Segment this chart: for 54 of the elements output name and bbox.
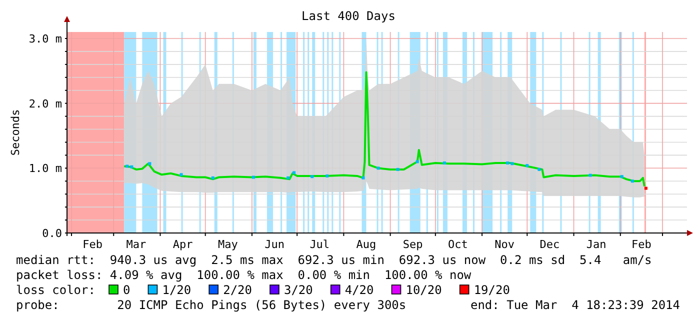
point bbox=[252, 176, 255, 179]
text: probe: 20 ICMP Echo Pings (56 Bytes) every 300s bbox=[16, 298, 406, 312]
text: packet loss: 4.09 % avg 100.00 % max 0.00 % min 100.00 % now bbox=[16, 268, 472, 282]
legend-label: 1/20 bbox=[162, 283, 192, 297]
point bbox=[644, 186, 648, 190]
point bbox=[588, 174, 592, 177]
x-tick-label: Feb bbox=[632, 238, 652, 251]
point bbox=[310, 175, 314, 178]
point bbox=[326, 174, 329, 178]
x-tick-label: Feb bbox=[82, 238, 102, 251]
x-tick-label: Jan bbox=[586, 238, 606, 251]
point bbox=[126, 164, 129, 168]
text: end: Tue Mar 4 18:23:39 2014 bbox=[470, 298, 680, 312]
x-tick-label: Dec bbox=[540, 238, 560, 251]
point bbox=[396, 168, 400, 171]
legend-label: 10/20 bbox=[406, 283, 442, 297]
legend-title: loss color: bbox=[16, 283, 96, 297]
point bbox=[620, 175, 624, 178]
x-tick-label: Jul bbox=[310, 238, 330, 251]
point bbox=[130, 165, 134, 168]
legend-label: 3/20 bbox=[284, 283, 313, 297]
x-tick-label: Apr bbox=[172, 238, 194, 251]
y-tick-label: 1.0 m bbox=[28, 162, 62, 176]
point bbox=[292, 171, 296, 174]
point bbox=[362, 176, 365, 180]
point bbox=[538, 168, 541, 171]
x-tick-label: May bbox=[218, 238, 238, 251]
point bbox=[376, 166, 380, 170]
x-tick-label: Nov bbox=[494, 238, 515, 251]
point bbox=[180, 173, 183, 176]
text: median rtt: 940.3 us avg 2.5 ms max 692.3 us min 692.3 us now 0.2 ms sd 5.4 am/s bbox=[16, 253, 652, 267]
y-tick-label: 2.0 m bbox=[28, 97, 62, 110]
chart-title: Last 400 Days bbox=[302, 9, 396, 23]
y-tick-label: 3.0 m bbox=[28, 32, 62, 46]
legend-label: 19/20 bbox=[474, 283, 510, 297]
point bbox=[442, 161, 446, 164]
y-axis-title: Seconds bbox=[9, 109, 22, 156]
point bbox=[286, 176, 290, 180]
point bbox=[630, 180, 634, 183]
x-tick-label: Aug bbox=[356, 238, 376, 251]
y-tick-label: 0.0 bbox=[42, 227, 62, 240]
point bbox=[526, 164, 529, 168]
x-tick-label: Jun bbox=[264, 238, 284, 251]
point bbox=[211, 176, 214, 180]
legend-label: 0 bbox=[123, 283, 130, 297]
x-tick-label: Mar bbox=[126, 238, 146, 251]
legend-label: 2/20 bbox=[223, 283, 252, 297]
point bbox=[506, 161, 510, 164]
legend-label: 4/20 bbox=[344, 283, 374, 297]
point bbox=[148, 162, 152, 166]
point bbox=[416, 160, 419, 164]
x-tick-label: Sep bbox=[402, 238, 423, 251]
point bbox=[510, 162, 514, 166]
x-tick-label: Oct bbox=[448, 238, 468, 251]
